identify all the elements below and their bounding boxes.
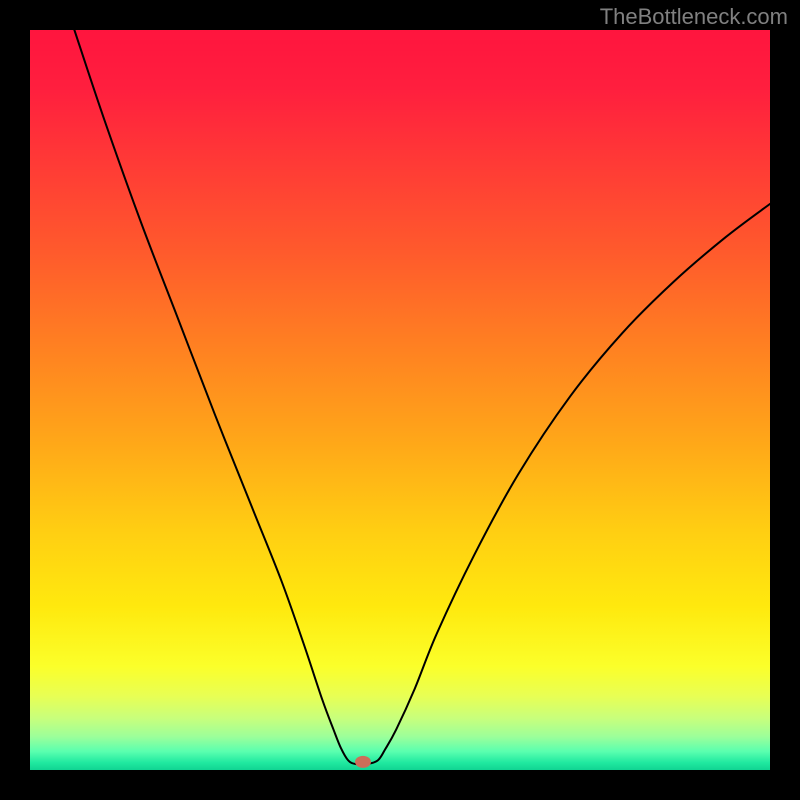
chart-background [30, 30, 770, 770]
chart-svg [30, 30, 770, 770]
chart-area [30, 30, 770, 770]
watermark-text: TheBottleneck.com [600, 4, 788, 30]
optimal-point-marker [355, 756, 371, 768]
